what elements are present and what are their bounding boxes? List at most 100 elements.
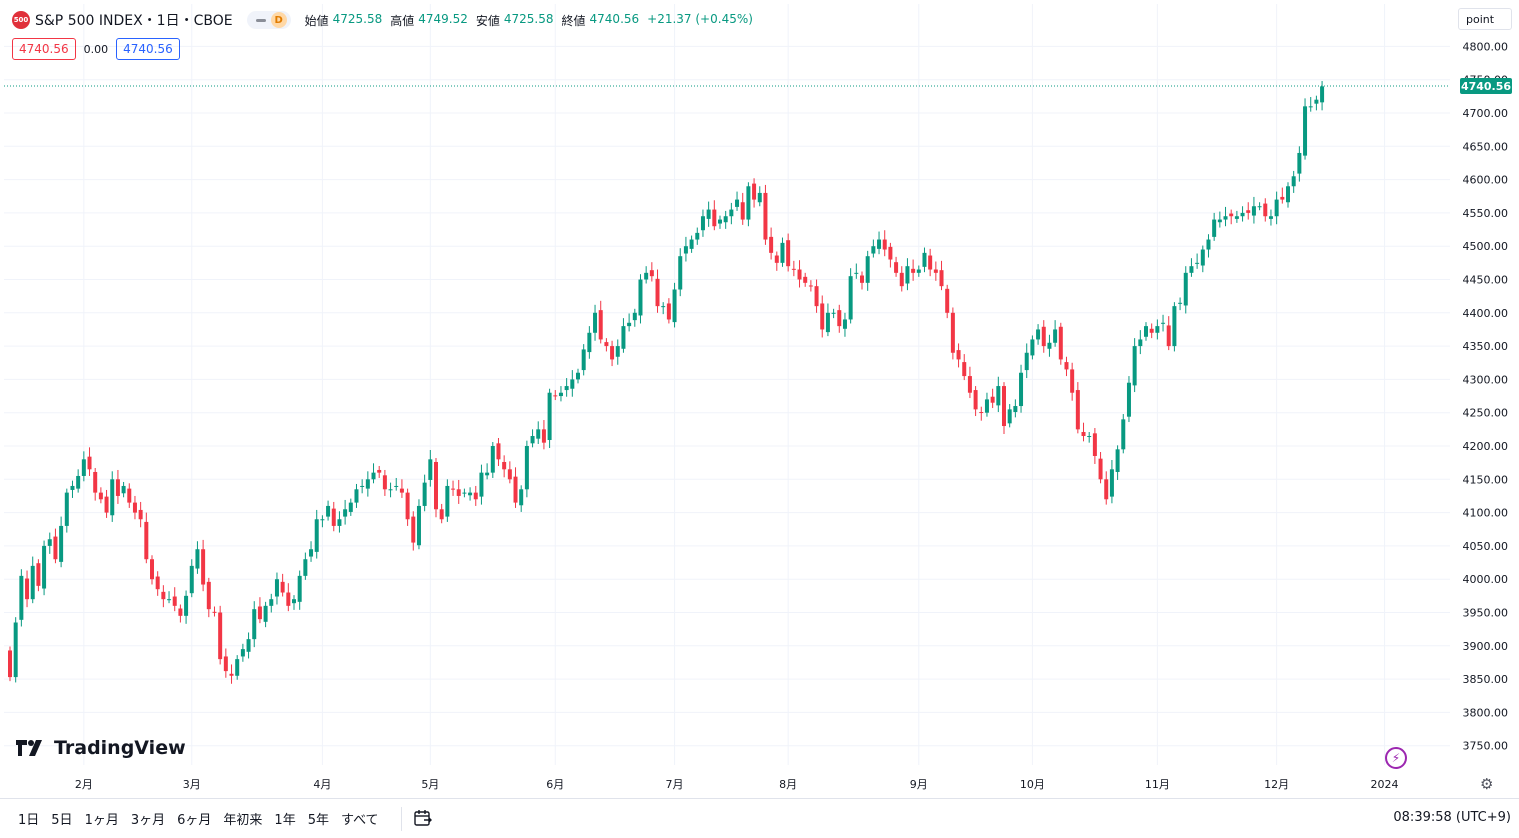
timezone-clock[interactable]: 08:39:58 (UTC+9) [1393, 810, 1511, 825]
candle-body [1166, 325, 1171, 347]
candle-body [1030, 339, 1035, 356]
candle-body [138, 509, 143, 520]
candle-body [541, 429, 546, 443]
last-price-marker: 4740.56 [4, 77, 1512, 94]
sell-button[interactable]: 4740.56 [12, 38, 76, 60]
candle-body [911, 268, 916, 273]
candle-body [757, 192, 762, 203]
candle-body [30, 565, 35, 600]
candle-body [1200, 249, 1205, 266]
market-status-pill[interactable]: D [246, 11, 291, 29]
goto-date-icon[interactable] [412, 807, 434, 829]
range-1m[interactable]: 1ヶ月 [84, 813, 119, 828]
candle-body [564, 386, 569, 391]
candle-body [1240, 212, 1245, 217]
candle-body [695, 232, 700, 240]
range-1y[interactable]: 1年 [274, 813, 296, 828]
candle-body [1206, 239, 1211, 250]
candle-body [593, 312, 598, 333]
candle-body [780, 242, 785, 263]
candle-body [1007, 409, 1012, 424]
candle-body [871, 246, 876, 254]
candle-body [831, 312, 836, 314]
candle-body [740, 202, 745, 220]
candle-body [615, 346, 620, 357]
candle-body [1013, 406, 1018, 413]
range-3m[interactable]: 3ヶ月 [130, 813, 166, 828]
candle-body [519, 489, 524, 506]
x-tick-label: 12月 [1264, 778, 1289, 791]
candle-body [1195, 262, 1200, 264]
candle-body [1024, 352, 1029, 371]
candle-body [939, 270, 944, 287]
candle-body [87, 456, 92, 470]
candle-body [240, 649, 245, 657]
candle-body [178, 608, 183, 616]
y-tick-label: 4300.00 [1463, 373, 1509, 386]
chart-canvas[interactable]: 3750.00 3800.00 3850.00 3900.00 3950.00 4000.… [0, 0, 1519, 798]
candle-body [598, 310, 603, 340]
lightning-icon[interactable]: ⚡ [1385, 747, 1407, 769]
candle-body [752, 183, 757, 200]
candle-body [1280, 196, 1285, 200]
candle-body [1308, 106, 1313, 108]
buy-button[interactable]: 4740.56 [116, 38, 180, 60]
candle-body [382, 475, 387, 490]
candle-body [121, 485, 126, 494]
candle-body [842, 319, 847, 329]
candle-body [144, 521, 149, 560]
range-5y[interactable]: 5年 [307, 813, 329, 828]
range-1d[interactable]: 1日 [18, 813, 40, 828]
candle-body [576, 372, 580, 380]
candle-body [1172, 306, 1177, 347]
candle-body [1098, 458, 1103, 480]
candle-body [1058, 326, 1063, 360]
y-tick-label: 4400.00 [1463, 307, 1509, 320]
candle-body [536, 429, 541, 439]
candle-body [1115, 449, 1120, 472]
y-tick-label: 3850.00 [1463, 673, 1509, 686]
candle-body [922, 252, 927, 267]
candle-body [326, 505, 331, 517]
candle-body [104, 496, 109, 513]
candle-body [337, 519, 342, 526]
high-label: 高値 [390, 13, 415, 28]
tradingview-logo[interactable]: TradingView [16, 737, 186, 759]
candle-body [428, 459, 433, 480]
candle-body [797, 269, 802, 280]
candle-body [1234, 216, 1239, 219]
candle-body [235, 659, 240, 676]
y-tick-label: 3950.00 [1463, 607, 1509, 620]
candle-body [604, 342, 609, 347]
gear-icon[interactable]: ⚙ [1480, 775, 1494, 793]
candle-body [905, 266, 910, 284]
candle-body [1223, 216, 1228, 220]
tradingview-logo-icon [16, 740, 42, 756]
candle-body [98, 492, 103, 500]
candle-body [638, 279, 643, 316]
candle-body [422, 482, 427, 506]
y-tick-label: 4150.00 [1463, 473, 1509, 486]
x-tick-label: 3月 [183, 778, 201, 791]
candle-body [365, 479, 370, 489]
logo-text: TradingView [54, 737, 186, 759]
range-all[interactable]: すべて [340, 813, 379, 828]
candle-body [286, 592, 291, 606]
candle-body [1126, 382, 1131, 417]
candle-body [93, 471, 98, 493]
change-value: +21.37 (+0.45%) [647, 11, 753, 26]
candle-body [1274, 199, 1279, 217]
candle-body [115, 479, 120, 496]
x-tick-label: 7月 [666, 778, 684, 791]
candle-body [132, 502, 137, 513]
candle-body [1132, 346, 1137, 386]
symbol-title[interactable]: S&P 500 INDEX・1日・CBOE [35, 13, 233, 29]
candle-body [825, 312, 830, 333]
y-tick-label: 4100.00 [1463, 507, 1509, 520]
unit-button[interactable]: point [1458, 8, 1512, 30]
candle-body [59, 525, 64, 562]
range-6m[interactable]: 6ヶ月 [177, 813, 212, 828]
range-5d[interactable]: 5日 [51, 813, 73, 828]
range-ytd[interactable]: 年初来 [223, 813, 263, 828]
candle-body [502, 461, 507, 470]
